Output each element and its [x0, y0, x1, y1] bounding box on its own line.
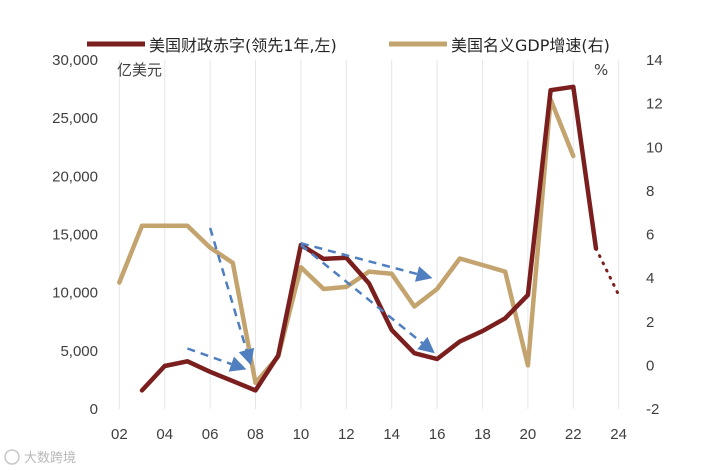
watermark-logo-icon	[4, 449, 20, 465]
legend: 美国财政赤字(领先1年,左) 美国名义GDP增速(右)	[87, 36, 610, 55]
x-tick-label: 12	[338, 426, 355, 443]
x-tick-label: 04	[156, 426, 173, 443]
trend-arrow-head	[228, 356, 247, 372]
watermark: 大数跨境	[4, 449, 76, 466]
trend-arrow-head	[415, 266, 433, 282]
trend-arrow-line	[208, 227, 248, 351]
watermark-text: 大数跨境	[24, 451, 76, 466]
x-tick-label: 02	[111, 426, 128, 443]
series-line-gdp	[117, 97, 576, 386]
x-tick-label: 18	[474, 426, 491, 443]
right-y-tick-label: 8	[646, 183, 654, 200]
right-y-tick-label: 4	[646, 270, 654, 287]
trend-arrow-line	[187, 347, 232, 366]
x-axis: 02 04 06 08 10 12 14 16 18 20 22 24	[111, 426, 627, 443]
right-y-tick-label: 14	[646, 52, 663, 69]
right-y-tick-label: 0	[646, 357, 654, 374]
left-y-tick-label: 20,000	[52, 168, 98, 185]
right-y-tick-label: 6	[646, 227, 654, 244]
right-y-axis: -2 0 2 4 6 8 10 12 14	[646, 52, 663, 418]
legend-label-deficit: 美国财政赤字(领先1年,左)	[149, 36, 337, 55]
series-lines	[117, 84, 621, 393]
x-tick-label: 08	[247, 426, 264, 443]
series-line-deficit-forecast	[594, 247, 621, 297]
trend-arrow-head	[238, 347, 255, 366]
trend-arrow-head	[417, 336, 435, 354]
trend-arrow-line	[300, 242, 418, 276]
left-y-tick-label: 25,000	[52, 110, 98, 127]
right-y-tick-label: -2	[646, 401, 659, 418]
left-y-tick-label: 5,000	[60, 343, 98, 360]
x-tick-label: 10	[293, 426, 310, 443]
x-tick-label: 14	[383, 426, 400, 443]
x-tick-label: 22	[565, 426, 582, 443]
legend-label-gdp: 美国名义GDP增速(右)	[451, 36, 610, 55]
left-y-tick-label: 10,000	[52, 285, 98, 302]
left-axis-unit: 亿美元	[117, 61, 162, 79]
left-y-tick-label: 30,000	[52, 52, 98, 69]
x-tick-label: 24	[610, 426, 627, 443]
right-y-tick-label: 2	[646, 314, 654, 331]
series-line-deficit	[139, 84, 599, 393]
trend-arrows	[187, 227, 435, 372]
left-y-axis: 0 5,000 10,000 15,000 20,000 25,000 30,000	[52, 52, 98, 418]
right-axis-unit: %	[594, 61, 608, 79]
trend-arrow-line	[300, 243, 424, 345]
x-tick-label: 06	[202, 426, 219, 443]
x-tick-label: 20	[520, 426, 537, 443]
x-tick-label: 16	[429, 426, 446, 443]
left-y-tick-label: 15,000	[52, 227, 98, 244]
right-y-tick-label: 10	[646, 139, 663, 156]
right-y-tick-label: 12	[646, 96, 663, 113]
left-y-tick-label: 0	[90, 401, 98, 418]
